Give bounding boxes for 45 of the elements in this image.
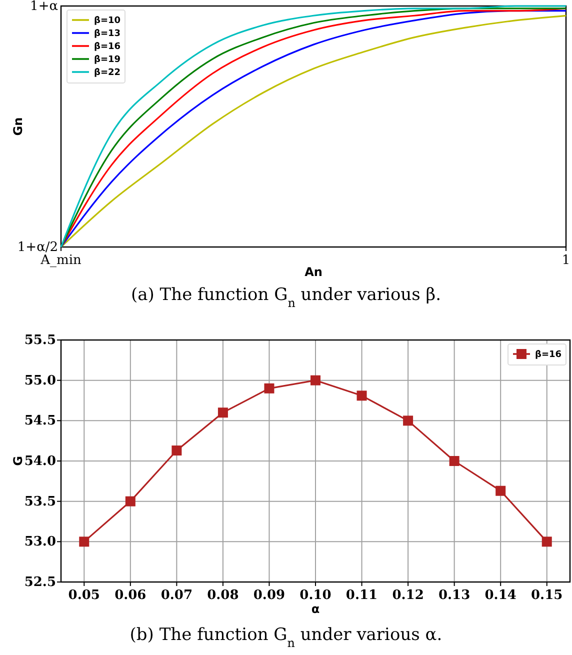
point <box>542 536 552 547</box>
point <box>79 536 90 547</box>
x-tick-label: 0.05 <box>68 588 100 603</box>
y-tick-label: 53.0 <box>24 534 56 550</box>
point <box>172 446 182 456</box>
x-tick-label: 0.13 <box>438 588 470 603</box>
y-axis-title: G <box>11 456 25 466</box>
legend-label: β=22 <box>94 68 121 78</box>
text: 1+α <box>30 0 58 14</box>
x-tick-label: 0.15 <box>531 588 563 603</box>
y-tick-label: 55.0 <box>24 373 56 388</box>
point <box>356 390 367 401</box>
point <box>310 375 320 386</box>
legend-label: β=19 <box>94 55 121 65</box>
text: (a) The function G$_{n}$ under various β. <box>131 285 441 310</box>
x-axis-title: An <box>304 265 322 279</box>
legend-label: β=16 <box>535 350 562 360</box>
y-tick-label: 55.5 <box>24 333 56 348</box>
x-tick-label: 1 <box>562 253 570 268</box>
x-tick-label: 0.12 <box>392 588 424 603</box>
x-axis-title: α <box>311 602 320 616</box>
y-tick-label: 52.5 <box>24 575 56 590</box>
point <box>125 496 136 506</box>
x-tick-label: A_min <box>40 253 82 268</box>
x-tick-label: 0.06 <box>114 588 146 603</box>
x-tick-label: 0.08 <box>207 588 239 603</box>
point <box>496 486 506 496</box>
point <box>218 408 228 418</box>
point <box>264 383 274 394</box>
y-tick-label: 54.0 <box>24 454 56 469</box>
y-axis-title: Gn <box>11 117 25 136</box>
x-tick-label: 0.10 <box>300 588 332 603</box>
legend-label: β=13 <box>94 29 121 39</box>
legend-label: β=16 <box>94 42 121 52</box>
x-tick-label: 0.14 <box>484 588 516 603</box>
x-tick-label: 0.11 <box>346 588 378 603</box>
y-tick-label: 54.5 <box>24 414 56 429</box>
legend-label: β=10 <box>94 16 121 26</box>
text: 1+α/2 <box>17 240 58 255</box>
point <box>449 456 460 466</box>
point <box>403 416 414 426</box>
y-tick-label: 53.5 <box>24 494 56 510</box>
x-tick-label: 0.07 <box>160 588 193 603</box>
text: (b) The function G$_{n}$ under various α. <box>130 625 442 650</box>
x-tick-label: 0.09 <box>253 588 286 603</box>
